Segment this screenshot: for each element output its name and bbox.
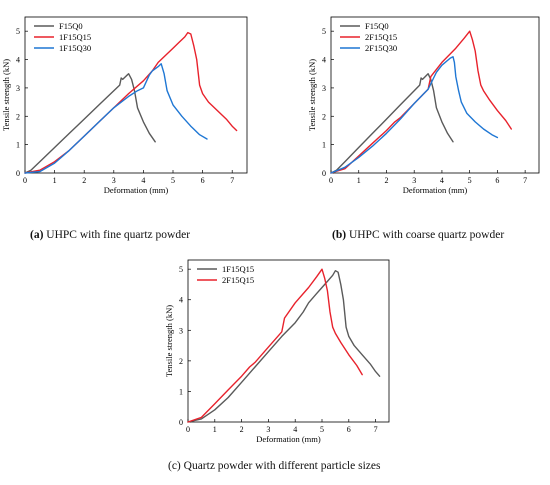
series-line-b-2 bbox=[330, 30, 512, 174]
x-tick-label-b-3: 3 bbox=[412, 176, 416, 185]
plot-frame-c bbox=[187, 259, 390, 423]
x-tick-label-a-0: 0 bbox=[23, 176, 27, 185]
legend-label-b-1: F15Q0 bbox=[365, 21, 389, 31]
plot-frame-a bbox=[24, 16, 248, 174]
y-tick-label-a-4: 4 bbox=[16, 56, 20, 65]
x-tick-label-c-1: 1 bbox=[213, 425, 217, 434]
x-tick-label-a-7: 7 bbox=[230, 176, 234, 185]
caption-b-letter: (b) bbox=[332, 229, 347, 241]
y-axis-label-b: Tensile strength (kN) bbox=[307, 59, 317, 131]
legend-label-a-3: 1F15Q30 bbox=[59, 43, 91, 53]
y-tick-label-c-0: 0 bbox=[179, 418, 183, 427]
caption-b: (b) UHPC with coarse quartz powder bbox=[332, 229, 504, 241]
series-line-a-3 bbox=[24, 63, 208, 174]
x-axis-label-a: Deformation (mm) bbox=[104, 185, 169, 195]
caption-c-text: Quartz powder with different particle si… bbox=[183, 460, 381, 472]
x-tick-label-c-3: 3 bbox=[266, 425, 270, 434]
series-line-b-1 bbox=[330, 72, 454, 174]
y-tick-label-c-5: 5 bbox=[179, 265, 183, 274]
series-line-a-2 bbox=[24, 31, 238, 174]
y-tick-label-a-0: 0 bbox=[16, 169, 20, 178]
x-tick-label-b-5: 5 bbox=[468, 176, 472, 185]
x-tick-label-c-0: 0 bbox=[186, 425, 190, 434]
x-tick-label-b-4: 4 bbox=[440, 176, 444, 185]
x-axis-label-b: Deformation (mm) bbox=[403, 185, 468, 195]
caption-b-text: UHPC with coarse quartz powder bbox=[348, 229, 505, 241]
x-tick-label-c-7: 7 bbox=[374, 425, 378, 434]
y-tick-label-b-2: 2 bbox=[322, 112, 326, 121]
x-tick-label-b-2: 2 bbox=[384, 176, 388, 185]
x-tick-label-b-1: 1 bbox=[357, 176, 361, 185]
caption-a-text: UHPC with fine quartz powder bbox=[46, 229, 191, 241]
x-tick-label-c-4: 4 bbox=[293, 425, 297, 434]
y-tick-label-b-3: 3 bbox=[322, 84, 326, 93]
x-tick-label-a-2: 2 bbox=[82, 176, 86, 185]
series-line-b-3 bbox=[330, 56, 499, 174]
x-tick-label-b-7: 7 bbox=[523, 176, 527, 185]
series-line-c-1 bbox=[187, 270, 381, 423]
legend-label-b-3: 2F15Q30 bbox=[365, 43, 397, 53]
y-tick-label-b-0: 0 bbox=[322, 169, 326, 178]
caption-a: (a) UHPC with fine quartz powder bbox=[30, 229, 190, 241]
series-line-c-2 bbox=[187, 268, 363, 423]
y-tick-label-a-5: 5 bbox=[16, 27, 20, 36]
x-tick-label-c-2: 2 bbox=[240, 425, 244, 434]
x-tick-label-b-6: 6 bbox=[495, 176, 499, 185]
y-tick-label-a-3: 3 bbox=[16, 84, 20, 93]
y-tick-label-b-1: 1 bbox=[322, 141, 326, 150]
caption-a-letter: (a) bbox=[30, 229, 44, 241]
plot-frame-b bbox=[330, 16, 540, 174]
legend-label-a-2: 1F15Q15 bbox=[59, 32, 91, 42]
y-tick-label-c-4: 4 bbox=[179, 296, 183, 305]
legend-label-a-1: F15Q0 bbox=[59, 21, 83, 31]
y-tick-label-c-2: 2 bbox=[179, 357, 183, 366]
x-tick-label-a-4: 4 bbox=[141, 176, 145, 185]
y-axis-label-c: Tensile strength (kN) bbox=[164, 305, 174, 377]
x-tick-label-a-1: 1 bbox=[53, 176, 57, 185]
x-tick-label-b-0: 0 bbox=[329, 176, 333, 185]
x-axis-label-c: Deformation (mm) bbox=[256, 434, 321, 444]
y-axis-label-a: Tensile strength (kN) bbox=[1, 59, 11, 131]
y-tick-label-b-4: 4 bbox=[322, 56, 326, 65]
x-tick-label-a-3: 3 bbox=[112, 176, 116, 185]
caption-c: (c) Quartz powder with different particl… bbox=[168, 460, 380, 472]
y-tick-label-c-3: 3 bbox=[179, 326, 183, 335]
legend-label-b-2: 2F15Q15 bbox=[365, 32, 397, 42]
x-tick-label-a-5: 5 bbox=[171, 176, 175, 185]
caption-c-letter: (c) bbox=[168, 460, 181, 472]
x-tick-label-c-6: 6 bbox=[347, 425, 351, 434]
y-tick-label-a-1: 1 bbox=[16, 141, 20, 150]
x-tick-label-a-6: 6 bbox=[201, 176, 205, 185]
y-tick-label-a-2: 2 bbox=[16, 112, 20, 121]
legend-label-c-2: 2F15Q15 bbox=[222, 275, 254, 285]
y-tick-label-b-5: 5 bbox=[322, 27, 326, 36]
series-line-a-1 bbox=[24, 72, 156, 174]
y-tick-label-c-1: 1 bbox=[179, 387, 183, 396]
x-tick-label-c-5: 5 bbox=[320, 425, 324, 434]
legend-label-c-1: 1F15Q15 bbox=[222, 264, 254, 274]
